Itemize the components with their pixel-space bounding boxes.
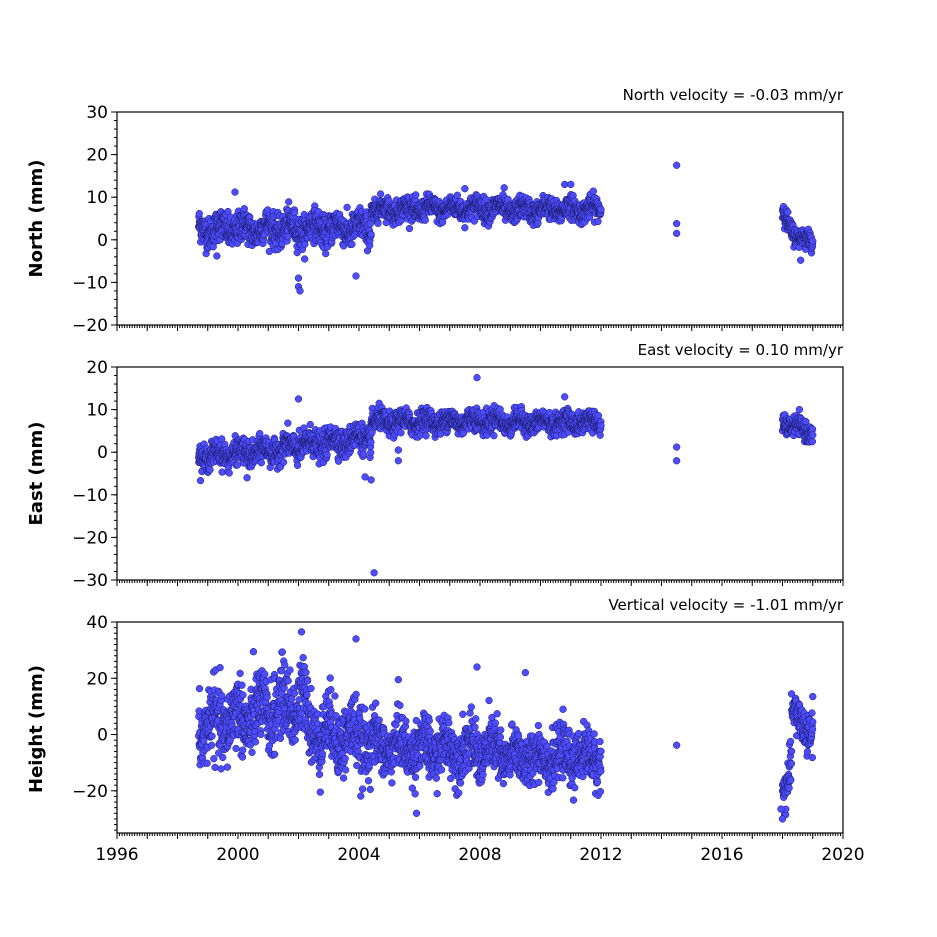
north-data-point [343, 203, 351, 212]
north-data-point [284, 232, 292, 241]
east-data-point [596, 431, 604, 439]
north-data-point [322, 249, 330, 258]
east-ytick-label: −30 [72, 571, 108, 591]
east-ytick-label: 10 [86, 401, 108, 421]
north-data-point [195, 209, 203, 218]
north-data-point [500, 184, 508, 192]
north-data-point [453, 191, 461, 199]
east-ytick-label: −20 [72, 528, 108, 548]
north-data-point [240, 205, 248, 213]
east-data-point [206, 466, 214, 474]
north-data-point [290, 208, 299, 217]
north-panel-title: North velocity = -0.03 mm/yr [623, 86, 844, 104]
north-data-point [421, 216, 429, 224]
east-panel-title: East velocity = 0.10 mm/yr [638, 341, 844, 359]
north-data-point [784, 208, 792, 216]
east-ytick-label: −10 [72, 486, 108, 506]
east-data-point [279, 458, 288, 466]
east-data-point [367, 448, 375, 457]
east-data-point [436, 430, 445, 438]
north-data-point [412, 191, 420, 199]
north-data-point [597, 205, 605, 214]
east-data-point [367, 438, 375, 446]
north-data-point [672, 219, 681, 228]
east-data-point [397, 429, 405, 437]
north-data-point [594, 217, 602, 226]
north-data-point [294, 274, 303, 282]
north-ytick-label: 20 [86, 146, 108, 166]
east-data-point [233, 461, 242, 469]
north-data-point [482, 195, 490, 204]
east-data-point [490, 432, 498, 440]
north-data-point [405, 224, 414, 233]
north-data-point [231, 188, 239, 196]
north-data-point [213, 252, 221, 260]
north-data-point [296, 287, 304, 295]
east-data-point [257, 459, 265, 467]
north-ytick-label: −10 [72, 273, 108, 293]
north-ytick-label: 30 [86, 103, 108, 123]
north-data-points [195, 161, 817, 295]
east-data-point [284, 419, 292, 427]
north-data-point [348, 240, 356, 248]
east-data-point [293, 461, 302, 469]
north-data-point [461, 224, 469, 232]
north-data-point [567, 180, 575, 189]
north-ytick-label: −20 [72, 316, 108, 336]
east-data-point [306, 420, 314, 429]
north-data-point [809, 237, 817, 245]
north-data-point [561, 180, 569, 189]
east-data-point [422, 432, 430, 440]
north-data-point [589, 187, 597, 195]
east-data-point [597, 422, 605, 430]
east-data-point [225, 469, 233, 477]
east-data-point [196, 476, 205, 485]
east-data-points [195, 374, 817, 577]
east-data-point [256, 429, 264, 438]
north-data-point [367, 230, 375, 239]
north-data-point [672, 161, 681, 169]
north-data-point [374, 219, 382, 228]
east-ytick-label: 20 [86, 358, 108, 378]
east-data-point [323, 451, 331, 459]
north-ytick-label: 10 [86, 188, 108, 208]
north-data-point [293, 248, 301, 257]
north-data-point [285, 198, 293, 206]
north-y-axis-label: North (mm) [26, 160, 47, 278]
east-axis-ticks: −30 −20 −10 0 10 20 [72, 358, 844, 591]
north-data-point [301, 255, 309, 263]
north-data-point [352, 272, 360, 280]
east-panel: East velocity = 0.10 mm/yr −30 −20 −10 0 10 2… [26, 341, 844, 591]
north-ytick-label: 0 [97, 231, 108, 251]
east-ytick-label: 0 [97, 443, 108, 463]
east-data-point [795, 405, 804, 414]
north-data-point [376, 190, 385, 198]
north-data-point [797, 256, 805, 264]
east-data-point [359, 450, 368, 458]
north-panel: North velocity = -0.03 mm/yr −20 −10 0 10 20… [26, 86, 844, 336]
north-data-point [461, 185, 469, 193]
north-data-point [301, 240, 309, 248]
east-data-point [594, 411, 603, 420]
north-data-point [672, 229, 681, 238]
